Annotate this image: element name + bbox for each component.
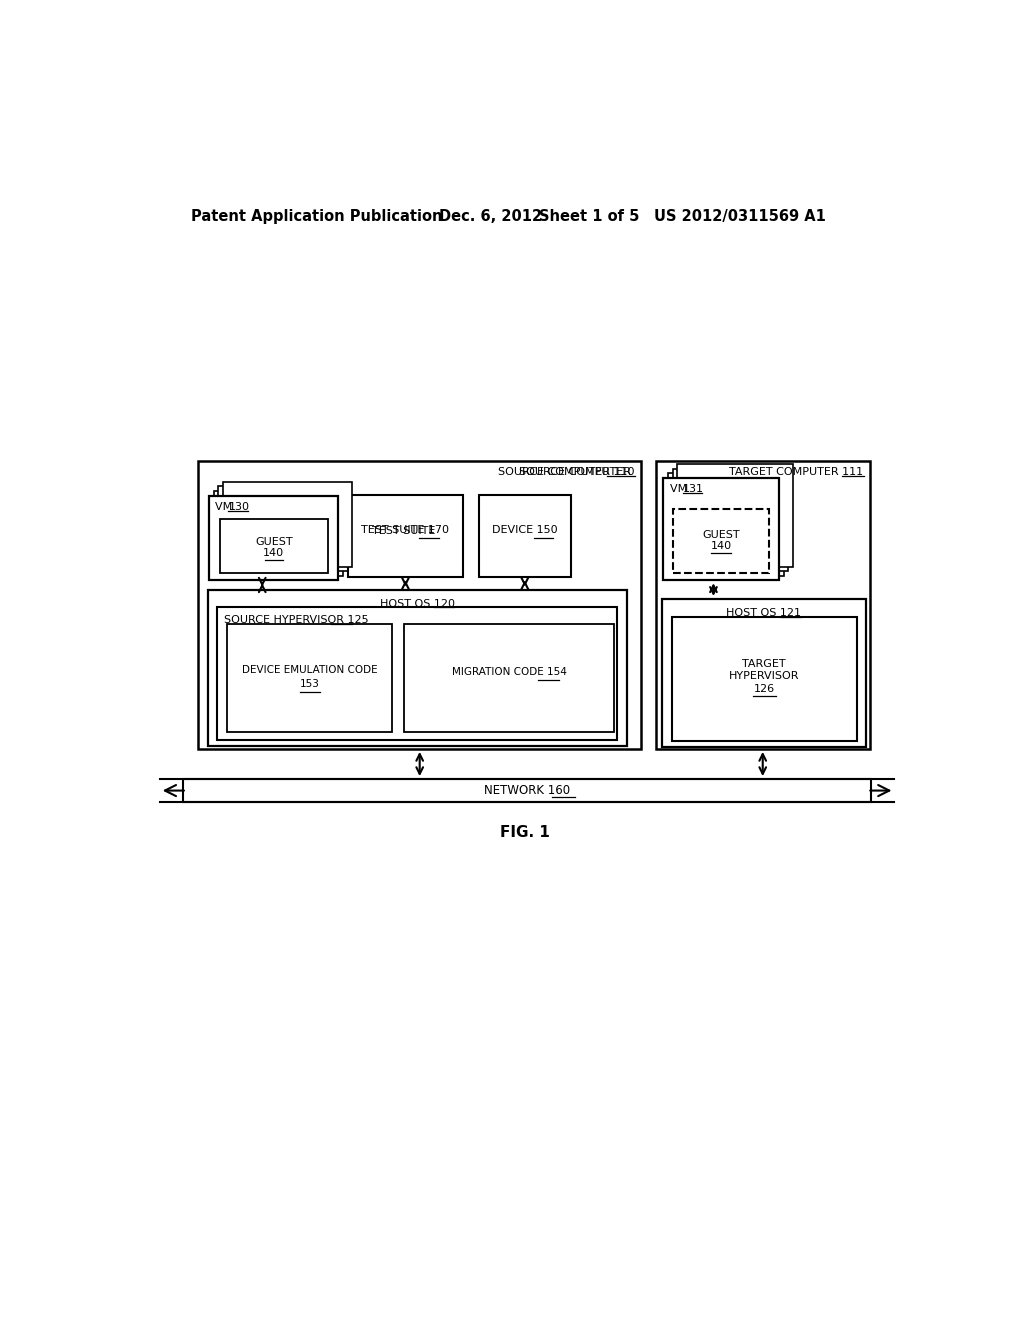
Bar — [208, 590, 628, 746]
Text: 140: 140 — [263, 548, 285, 557]
Text: 140: 140 — [711, 541, 732, 550]
Bar — [664, 478, 779, 581]
Bar — [214, 491, 343, 576]
Text: VM: VM — [670, 484, 690, 494]
Bar — [403, 624, 614, 733]
Bar — [672, 618, 857, 742]
Text: TARGET: TARGET — [742, 659, 786, 669]
Text: 126: 126 — [754, 684, 775, 694]
Text: DEVICE 150: DEVICE 150 — [492, 525, 558, 535]
Text: US 2012/0311569 A1: US 2012/0311569 A1 — [654, 209, 826, 223]
Bar — [226, 624, 392, 733]
Text: 130: 130 — [228, 502, 250, 512]
Text: GUEST: GUEST — [255, 537, 293, 546]
Text: HOST OS 120: HOST OS 120 — [380, 599, 455, 609]
Text: SOURCE COMPUTER 110: SOURCE COMPUTER 110 — [499, 467, 635, 477]
Text: Patent Application Publication: Patent Application Publication — [190, 209, 442, 223]
Text: HOST OS 121: HOST OS 121 — [726, 609, 802, 618]
Bar — [668, 474, 783, 576]
Text: Sheet 1 of 5: Sheet 1 of 5 — [539, 209, 639, 223]
Text: 131: 131 — [683, 484, 703, 494]
Bar — [673, 469, 788, 572]
Text: GUEST: GUEST — [702, 531, 740, 540]
Text: SOURCE HYPERVISOR 125: SOURCE HYPERVISOR 125 — [224, 615, 369, 624]
Text: TEST SUITE 170: TEST SUITE 170 — [361, 525, 450, 535]
Bar — [183, 779, 871, 803]
Text: FIG. 1: FIG. 1 — [500, 825, 550, 840]
Text: TARGET COMPUTER 111: TARGET COMPUTER 111 — [729, 467, 863, 477]
Bar — [674, 508, 769, 573]
Text: VM: VM — [215, 502, 236, 512]
Bar — [199, 461, 641, 748]
Text: NETWORK 160: NETWORK 160 — [484, 784, 570, 797]
Bar — [677, 465, 793, 566]
Bar — [655, 461, 869, 748]
Text: 153: 153 — [300, 680, 319, 689]
Text: MIGRATION CODE 154: MIGRATION CODE 154 — [452, 667, 566, 677]
Text: Dec. 6, 2012: Dec. 6, 2012 — [438, 209, 542, 223]
Text: TEST SUITE: TEST SUITE — [372, 525, 435, 536]
Text: DEVICE EMULATION CODE: DEVICE EMULATION CODE — [242, 665, 378, 676]
Bar — [348, 495, 463, 577]
Text: SOURCE COMPUTER: SOURCE COMPUTER — [519, 467, 635, 477]
Bar — [223, 482, 352, 566]
Bar — [217, 607, 617, 739]
Bar — [218, 487, 348, 572]
Bar — [220, 519, 328, 573]
Bar — [478, 495, 571, 577]
Bar — [662, 599, 866, 747]
Text: HYPERVISOR: HYPERVISOR — [729, 672, 800, 681]
Bar — [209, 496, 339, 581]
